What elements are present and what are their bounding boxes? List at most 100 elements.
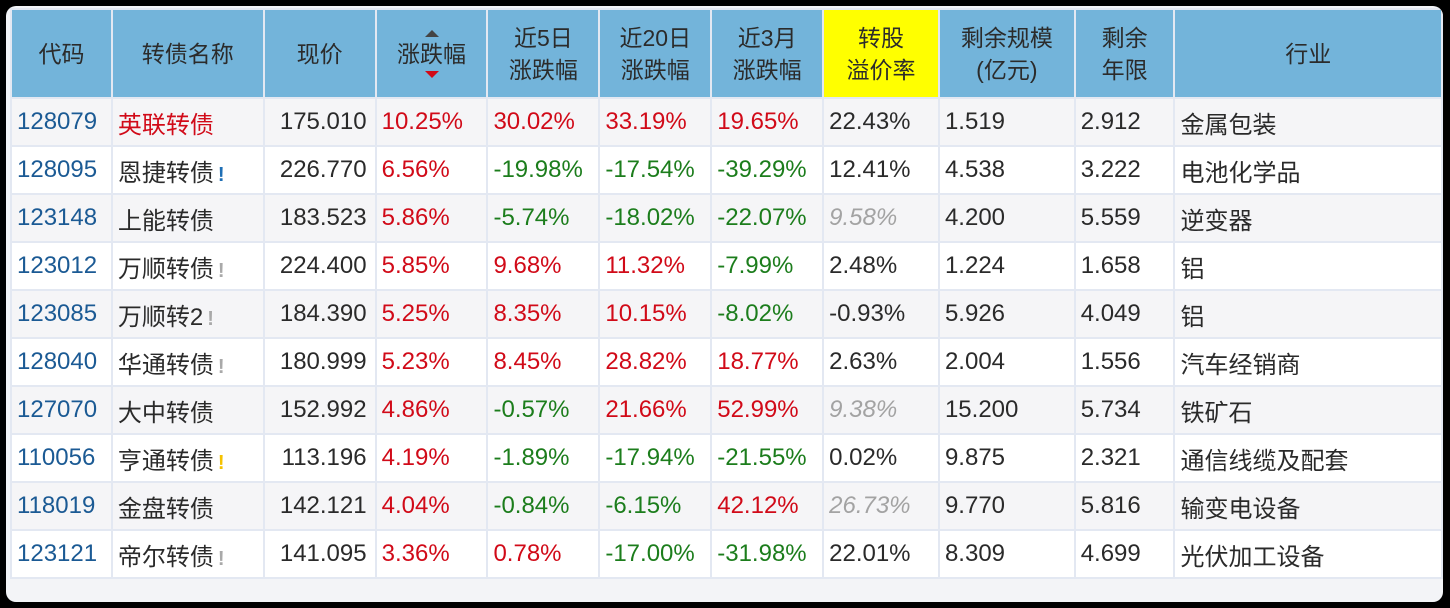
table-row[interactable]: 123012 万顺转债! 224.400 5.85% 9.68% 11.32% -7.99%… bbox=[10, 241, 1443, 291]
col-header-industry[interactable]: 行业 bbox=[1173, 8, 1443, 99]
bond-name-cell[interactable]: 万顺转2! bbox=[110, 289, 265, 339]
bond-code-link[interactable]: 127070 bbox=[10, 385, 113, 435]
bond-name-link[interactable]: 上能转债 bbox=[117, 207, 214, 235]
change-3m-cell: 42.12% bbox=[710, 481, 825, 531]
col-header-remaining-size[interactable]: 剩余规模 (亿元) bbox=[937, 8, 1076, 99]
change-5d-cell: 9.68% bbox=[486, 241, 601, 291]
change-20d-cell: 28.82% bbox=[598, 337, 713, 387]
price-cell: 180.999 bbox=[262, 337, 377, 387]
table-row[interactable]: 110056 亨通转债! 113.196 4.19% -1.89% -17.94% -21.… bbox=[10, 433, 1443, 483]
change-20d-cell: -17.00% bbox=[598, 529, 713, 579]
change-20d-cell: 11.32% bbox=[598, 241, 713, 291]
table-row[interactable]: 128095 恩捷转债! 226.770 6.56% -19.98% -17.54% -39… bbox=[10, 145, 1443, 195]
convertible-bond-table: 代码 转债名称 现价 涨跌幅 近5日 涨跌幅 近20日 涨跌幅 近3月 涨跌幅 转股溢… bbox=[10, 8, 1443, 579]
sort-asc-icon[interactable] bbox=[424, 29, 439, 37]
remaining-size-cell: 9.770 bbox=[937, 481, 1076, 531]
table-row[interactable]: 128079 英联转债 175.010 10.25% 30.02% 33.19% 19.65… bbox=[10, 97, 1443, 147]
premium-rate-cell: 22.43% bbox=[822, 97, 940, 147]
change-5d-cell: -19.98% bbox=[486, 145, 601, 195]
change-5d-cell: -5.74% bbox=[486, 193, 601, 243]
price-cell: 141.095 bbox=[262, 529, 377, 579]
col-header-price[interactable]: 现价 bbox=[262, 8, 377, 99]
bond-code-link[interactable]: 123121 bbox=[10, 529, 113, 579]
warning-flag-icon[interactable]: ! bbox=[217, 547, 225, 570]
bond-code-link[interactable]: 110056 bbox=[10, 433, 113, 483]
premium-rate-cell: 12.41% bbox=[822, 145, 940, 195]
table-row[interactable]: 123085 万顺转2! 184.390 5.25% 8.35% 10.15% -8.02%… bbox=[10, 289, 1443, 339]
bond-name-link[interactable]: 万顺转2 bbox=[117, 303, 204, 331]
bond-name-cell[interactable]: 华通转债! bbox=[110, 337, 265, 387]
bond-name-cell[interactable]: 大中转债 bbox=[110, 385, 265, 435]
bond-name-cell[interactable]: 恩捷转债! bbox=[110, 145, 265, 195]
warning-flag-icon[interactable]: ! bbox=[207, 307, 214, 330]
bond-code-link[interactable]: 128040 bbox=[10, 337, 113, 387]
col-header-premium-rate[interactable]: 转股 溢价率 bbox=[822, 8, 940, 99]
col-header-change-20d[interactable]: 近20日 涨跌幅 bbox=[598, 8, 713, 99]
industry-cell[interactable]: 铝 bbox=[1173, 289, 1443, 339]
bond-name-link[interactable]: 华通转债 bbox=[117, 351, 214, 379]
warning-flag-icon[interactable]: ! bbox=[217, 451, 225, 474]
change-3m-cell: 52.99% bbox=[710, 385, 825, 435]
table-row[interactable]: 128040 华通转债! 180.999 5.23% 8.45% 28.82% 18.77%… bbox=[10, 337, 1443, 387]
bond-name-link[interactable]: 金盘转债 bbox=[117, 495, 214, 523]
bond-name-cell[interactable]: 上能转债 bbox=[110, 193, 265, 243]
bond-code-link[interactable]: 118019 bbox=[10, 481, 113, 531]
industry-cell[interactable]: 逆变器 bbox=[1173, 193, 1443, 243]
col-header-change[interactable]: 涨跌幅 bbox=[374, 8, 489, 99]
change-cell: 5.85% bbox=[374, 241, 489, 291]
warning-flag-icon[interactable]: ! bbox=[217, 259, 225, 282]
premium-rate-cell: 2.63% bbox=[822, 337, 940, 387]
bond-code-link[interactable]: 128079 bbox=[10, 97, 113, 147]
bond-name-cell[interactable]: 英联转债 bbox=[110, 97, 265, 147]
warning-flag-icon[interactable]: ! bbox=[217, 163, 225, 186]
bond-code-link[interactable]: 123085 bbox=[10, 289, 113, 339]
warning-flag-icon[interactable]: ! bbox=[217, 355, 225, 378]
sort-desc-icon[interactable] bbox=[424, 70, 439, 78]
bond-name-link[interactable]: 万顺转债 bbox=[117, 255, 214, 283]
bond-name-link[interactable]: 亨通转债 bbox=[117, 447, 214, 475]
bond-name-link[interactable]: 帝尔转债 bbox=[117, 543, 214, 571]
bond-name-link[interactable]: 恩捷转债 bbox=[117, 159, 214, 187]
premium-rate-cell: 2.48% bbox=[822, 241, 940, 291]
table-row[interactable]: 123121 帝尔转债! 141.095 3.36% 0.78% -17.00% -31.9… bbox=[10, 529, 1443, 579]
premium-rate-cell: 9.38% bbox=[822, 385, 940, 435]
industry-cell[interactable]: 输变电设备 bbox=[1173, 481, 1443, 531]
bond-code-link[interactable]: 123012 bbox=[10, 241, 113, 291]
price-cell: 226.770 bbox=[262, 145, 377, 195]
price-cell: 152.992 bbox=[262, 385, 377, 435]
industry-cell[interactable]: 光伏加工设备 bbox=[1173, 529, 1443, 579]
bond-name-link[interactable]: 英联转债 bbox=[117, 111, 214, 139]
remaining-size-cell: 9.875 bbox=[937, 433, 1076, 483]
col-header-code[interactable]: 代码 bbox=[10, 8, 113, 99]
price-cell: 184.390 bbox=[262, 289, 377, 339]
industry-cell[interactable]: 铝 bbox=[1173, 241, 1443, 291]
industry-cell[interactable]: 通信线缆及配套 bbox=[1173, 433, 1443, 483]
table-row[interactable]: 118019 金盘转债 142.121 4.04% -0.84% -6.15% 42.12%… bbox=[10, 481, 1443, 531]
bond-name-link[interactable]: 大中转债 bbox=[117, 399, 214, 427]
bond-name-cell[interactable]: 亨通转债! bbox=[110, 433, 265, 483]
change-20d-cell: -17.94% bbox=[598, 433, 713, 483]
industry-cell[interactable]: 汽车经销商 bbox=[1173, 337, 1443, 387]
industry-cell[interactable]: 铁矿石 bbox=[1173, 385, 1443, 435]
bond-name-cell[interactable]: 帝尔转债! bbox=[110, 529, 265, 579]
industry-cell[interactable]: 金属包装 bbox=[1173, 97, 1443, 147]
col-header-change-5d[interactable]: 近5日 涨跌幅 bbox=[486, 8, 601, 99]
change-cell: 5.25% bbox=[374, 289, 489, 339]
remaining-size-cell: 4.538 bbox=[937, 145, 1076, 195]
col-header-name[interactable]: 转债名称 bbox=[110, 8, 265, 99]
bond-name-cell[interactable]: 金盘转债 bbox=[110, 481, 265, 531]
remaining-size-cell: 1.224 bbox=[937, 241, 1076, 291]
bond-code-link[interactable]: 128095 bbox=[10, 145, 113, 195]
table-row[interactable]: 123148 上能转债 183.523 5.86% -5.74% -18.02% -22.0… bbox=[10, 193, 1443, 243]
bond-name-cell[interactable]: 万顺转债! bbox=[110, 241, 265, 291]
industry-cell[interactable]: 电池化学品 bbox=[1173, 145, 1443, 195]
bond-code-link[interactable]: 123148 bbox=[10, 193, 113, 243]
col-header-remaining-years[interactable]: 剩余 年限 bbox=[1073, 8, 1176, 99]
table-row[interactable]: 127070 大中转债 152.992 4.86% -0.57% 21.66% 52.99%… bbox=[10, 385, 1443, 435]
change-3m-cell: -21.55% bbox=[710, 433, 825, 483]
remaining-years-cell: 4.699 bbox=[1073, 529, 1176, 579]
change-cell: 6.56% bbox=[374, 145, 489, 195]
premium-rate-cell: 26.73% bbox=[822, 481, 940, 531]
col-header-change-3m[interactable]: 近3月 涨跌幅 bbox=[710, 8, 825, 99]
remaining-years-cell: 2.321 bbox=[1073, 433, 1176, 483]
